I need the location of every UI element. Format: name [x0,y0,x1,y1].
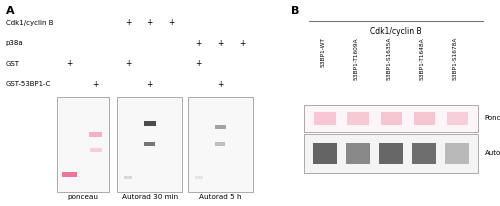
Text: GST: GST [6,61,20,67]
Text: +: + [196,39,202,48]
Bar [89,132,102,137]
Bar [446,143,469,164]
Bar [304,105,478,132]
Bar [446,112,468,125]
Bar [216,142,226,146]
Text: ponceau: ponceau [67,194,98,200]
Text: A: A [6,6,15,16]
Bar [380,143,403,164]
Bar [90,148,102,152]
Text: +: + [146,18,153,27]
Bar [412,143,436,164]
Text: 53BP1-S1635A: 53BP1-S1635A [386,37,391,81]
Text: Ponceau: Ponceau [485,115,500,122]
Text: Cdk1/cyclin B: Cdk1/cyclin B [6,20,53,26]
Text: Autorad 30 min: Autorad 30 min [122,194,178,200]
Bar [62,172,77,177]
Text: B: B [291,6,300,16]
Bar [214,125,226,129]
Bar [56,97,109,192]
Text: +: + [217,39,224,48]
Text: +: + [66,59,73,68]
Bar [124,176,132,179]
Text: +: + [217,80,224,89]
Bar [144,121,156,126]
Bar [188,97,253,192]
Bar [117,97,182,192]
Text: p38a: p38a [6,40,24,46]
Text: +: + [168,18,174,27]
Bar [144,142,155,146]
Text: 53BP1-S1678A: 53BP1-S1678A [452,37,458,81]
Bar [314,112,336,125]
Text: 53BP1-WT: 53BP1-WT [320,37,325,67]
Text: Autorad.: Autorad. [485,150,500,157]
Bar [414,112,435,125]
Text: +: + [239,39,245,48]
Bar [348,112,369,125]
Bar [346,143,370,164]
Bar [194,176,203,179]
Text: +: + [125,18,132,27]
Text: +: + [196,59,202,68]
Bar [304,134,478,173]
Text: +: + [146,80,153,89]
Text: Cdk1/cyclin B: Cdk1/cyclin B [370,27,422,36]
Text: +: + [92,80,99,89]
Bar [380,112,402,125]
Bar [313,143,337,164]
Text: 53BP1-T1648A: 53BP1-T1648A [420,37,424,80]
Text: GST-53BP1-C: GST-53BP1-C [6,81,51,88]
Text: 53BP1-T1609A: 53BP1-T1609A [353,37,358,80]
Text: Autorad 5 h: Autorad 5 h [199,194,242,200]
Text: +: + [125,59,132,68]
